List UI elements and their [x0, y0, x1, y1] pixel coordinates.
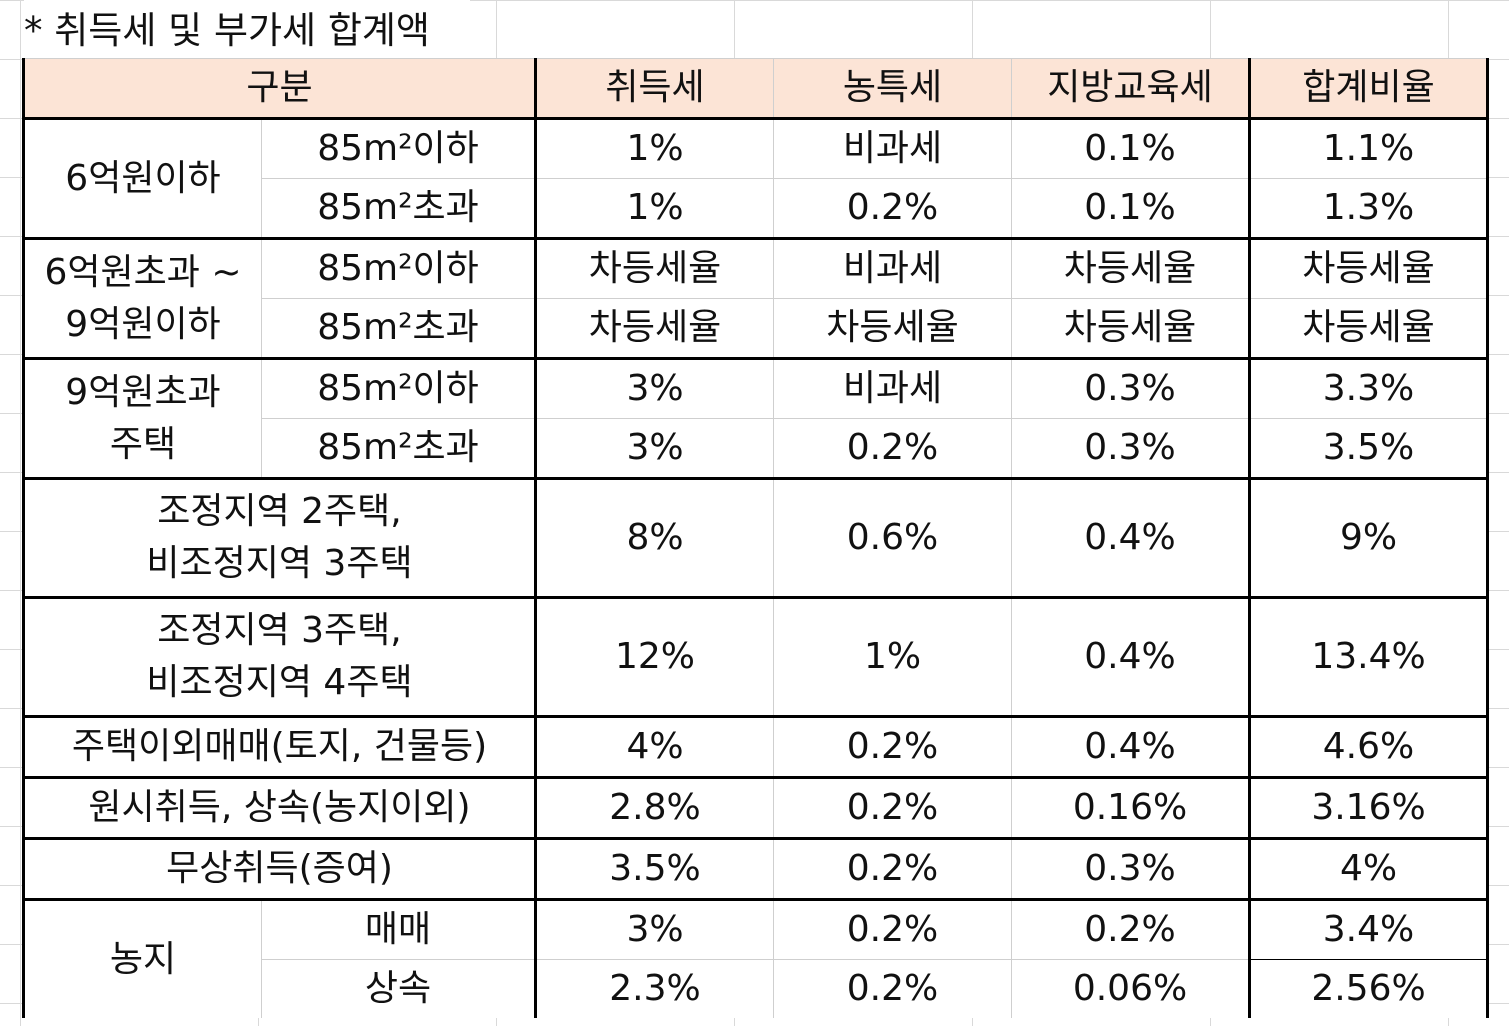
group-label-gift[interactable]: 무상취득(증여) — [22, 837, 537, 900]
total-rate-cell[interactable]: 2.56% — [1249, 959, 1489, 1018]
education-tax-cell[interactable]: 0.4% — [1011, 477, 1251, 598]
acquisition-tax-cell[interactable]: 8% — [535, 477, 774, 598]
table-row: 조정지역 2주택, 비조정지역 3주택 8% 0.6% 0.4% 9% — [22, 477, 1489, 598]
acquisition-tax-cell[interactable]: 3% — [535, 898, 774, 960]
education-tax-cell[interactable]: 0.3% — [1011, 357, 1251, 419]
table-row: 주택이외매매(토지, 건물등) 4% 0.2% 0.4% 4.6% — [22, 715, 1489, 778]
farm-tax-cell[interactable]: 0.2% — [773, 776, 1012, 839]
sub-category-cell[interactable]: 85m²이하 — [261, 237, 537, 299]
total-rate-cell[interactable]: 3.3% — [1249, 357, 1489, 419]
sub-category-cell[interactable]: 85m²이하 — [261, 357, 537, 419]
education-tax-cell[interactable]: 차등세율 — [1011, 237, 1251, 299]
table-row: 6억원초과 ~ 9억원이하 85m²이하 차등세율 비과세 차등세율 차등세율 — [22, 237, 1489, 359]
acquisition-tax-cell[interactable]: 3.5% — [535, 837, 774, 900]
table-row: 농지 매매 3% 0.2% 0.2% 3.4% — [22, 898, 1489, 1018]
total-rate-cell[interactable]: 3.5% — [1249, 418, 1489, 479]
group-label-line: 비조정지역 3주택 — [146, 543, 413, 584]
total-rate-cell[interactable]: 13.4% — [1249, 596, 1489, 717]
farm-tax-cell[interactable]: 0.2% — [773, 959, 1012, 1018]
group-label-farmland[interactable]: 농지 — [22, 898, 262, 1018]
acquisition-tax-cell[interactable]: 1% — [535, 117, 774, 179]
header-education-tax[interactable]: 지방교육세 — [1011, 58, 1251, 119]
sub-category-cell[interactable]: 85m²이하 — [261, 117, 537, 179]
sub-category-cell[interactable]: 매매 — [261, 898, 537, 960]
group-label-line: 조정지역 3주택, — [157, 610, 402, 651]
group-label-nonhouse[interactable]: 주택이외매매(토지, 건물등) — [22, 715, 537, 778]
sheet-title: * 취득세 및 부가세 합계액 — [24, 0, 470, 58]
group-label-original[interactable]: 원시취득, 상속(농지이외) — [22, 776, 537, 839]
total-rate-cell[interactable]: 1.3% — [1249, 178, 1489, 239]
farm-tax-cell[interactable]: 비과세 — [773, 237, 1012, 299]
education-tax-cell[interactable]: 0.4% — [1011, 596, 1251, 717]
table-row: 상속 2.3% 0.2% 0.06% 2.56% — [24, 959, 1489, 1018]
table-row: 85m²초과 3% 0.2% 0.3% 3.5% — [24, 418, 1489, 479]
group-label-line: 주택 — [109, 423, 177, 465]
group-label-line: 9억원초과 — [65, 371, 221, 413]
group-label-line: 비조정지역 4주택 — [146, 662, 413, 703]
total-rate-cell[interactable]: 차등세율 — [1249, 298, 1489, 359]
education-tax-cell[interactable]: 0.3% — [1011, 418, 1251, 479]
farm-tax-cell[interactable]: 0.2% — [773, 178, 1012, 239]
group-label-reg2[interactable]: 조정지역 2주택, 비조정지역 3주택 — [22, 477, 537, 598]
table-row: 원시취득, 상속(농지이외) 2.8% 0.2% 0.16% 3.16% — [22, 776, 1489, 839]
sub-category-cell[interactable]: 85m²초과 — [261, 418, 537, 479]
education-tax-cell[interactable]: 0.16% — [1011, 776, 1251, 839]
total-rate-cell[interactable]: 1.1% — [1249, 117, 1489, 179]
acquisition-tax-cell[interactable]: 12% — [535, 596, 774, 717]
acquisition-tax-cell[interactable]: 차등세율 — [535, 298, 774, 359]
group-label-reg3[interactable]: 조정지역 3주택, 비조정지역 4주택 — [22, 596, 537, 717]
education-tax-cell[interactable]: 0.1% — [1011, 178, 1251, 239]
farm-tax-cell[interactable]: 0.2% — [773, 715, 1012, 778]
farm-tax-cell[interactable]: 1% — [773, 596, 1012, 717]
tax-rate-table: 구분 취득세 농특세 지방교육세 합계비율 6억원이하 85m²이하 1% 비과… — [22, 58, 1489, 1018]
education-tax-cell[interactable]: 0.06% — [1011, 959, 1251, 1018]
table-row: 6억원이하 85m²이하 1% 비과세 0.1% 1.1% — [22, 117, 1489, 239]
sub-category-cell[interactable]: 85m²초과 — [261, 178, 537, 239]
farm-tax-cell[interactable]: 비과세 — [773, 357, 1012, 419]
education-tax-cell[interactable]: 0.1% — [1011, 117, 1251, 179]
farm-tax-cell[interactable]: 비과세 — [773, 117, 1012, 179]
education-tax-cell[interactable]: 0.3% — [1011, 837, 1251, 900]
sub-category-cell[interactable]: 85m²초과 — [261, 298, 537, 359]
farm-tax-cell[interactable]: 0.2% — [773, 898, 1012, 960]
farm-tax-cell[interactable]: 0.6% — [773, 477, 1012, 598]
table-row: 85m²초과 1% 0.2% 0.1% 1.3% — [24, 178, 1489, 239]
acquisition-tax-cell[interactable]: 2.3% — [535, 959, 774, 1018]
group-label-line: 9억원이하 — [65, 303, 221, 345]
acquisition-tax-cell[interactable]: 3% — [535, 357, 774, 419]
total-rate-cell[interactable]: 차등세율 — [1249, 237, 1489, 299]
education-tax-cell[interactable]: 0.4% — [1011, 715, 1251, 778]
acquisition-tax-cell[interactable]: 2.8% — [535, 776, 774, 839]
total-rate-cell[interactable]: 4.6% — [1249, 715, 1489, 778]
acquisition-tax-cell[interactable]: 3% — [535, 418, 774, 479]
education-tax-cell[interactable]: 차등세율 — [1011, 298, 1251, 359]
sub-category-cell[interactable]: 상속 — [261, 959, 537, 1018]
header-total-rate[interactable]: 합계비율 — [1249, 58, 1489, 119]
table-row: 조정지역 3주택, 비조정지역 4주택 12% 1% 0.4% 13.4% — [22, 596, 1489, 717]
header-category[interactable]: 구분 — [22, 58, 537, 119]
acquisition-tax-cell[interactable]: 1% — [535, 178, 774, 239]
farm-tax-cell[interactable]: 0.2% — [773, 418, 1012, 479]
total-rate-cell[interactable]: 3.16% — [1249, 776, 1489, 839]
total-rate-cell[interactable]: 3.4% — [1249, 898, 1489, 960]
header-row: 구분 취득세 농특세 지방교육세 합계비율 — [22, 58, 1489, 119]
acquisition-tax-cell[interactable]: 차등세율 — [535, 237, 774, 299]
farm-tax-cell[interactable]: 차등세율 — [773, 298, 1012, 359]
header-acquisition-tax[interactable]: 취득세 — [535, 58, 774, 119]
table-row: 무상취득(증여) 3.5% 0.2% 0.3% 4% — [22, 837, 1489, 900]
group-label-under6[interactable]: 6억원이하 — [22, 117, 262, 239]
group-label-line: 6억원초과 ~ — [44, 251, 242, 293]
group-label-line: 조정지역 2주택, — [157, 491, 402, 532]
group-label-mid[interactable]: 6억원초과 ~ 9억원이하 — [22, 237, 262, 359]
table-row: 85m²초과 차등세율 차등세율 차등세율 차등세율 — [24, 298, 1489, 359]
farm-tax-cell[interactable]: 0.2% — [773, 837, 1012, 900]
total-rate-cell[interactable]: 4% — [1249, 837, 1489, 900]
acquisition-tax-cell[interactable]: 4% — [535, 715, 774, 778]
total-rate-cell[interactable]: 9% — [1249, 477, 1489, 598]
header-farm-tax[interactable]: 농특세 — [773, 58, 1012, 119]
education-tax-cell[interactable]: 0.2% — [1011, 898, 1251, 960]
